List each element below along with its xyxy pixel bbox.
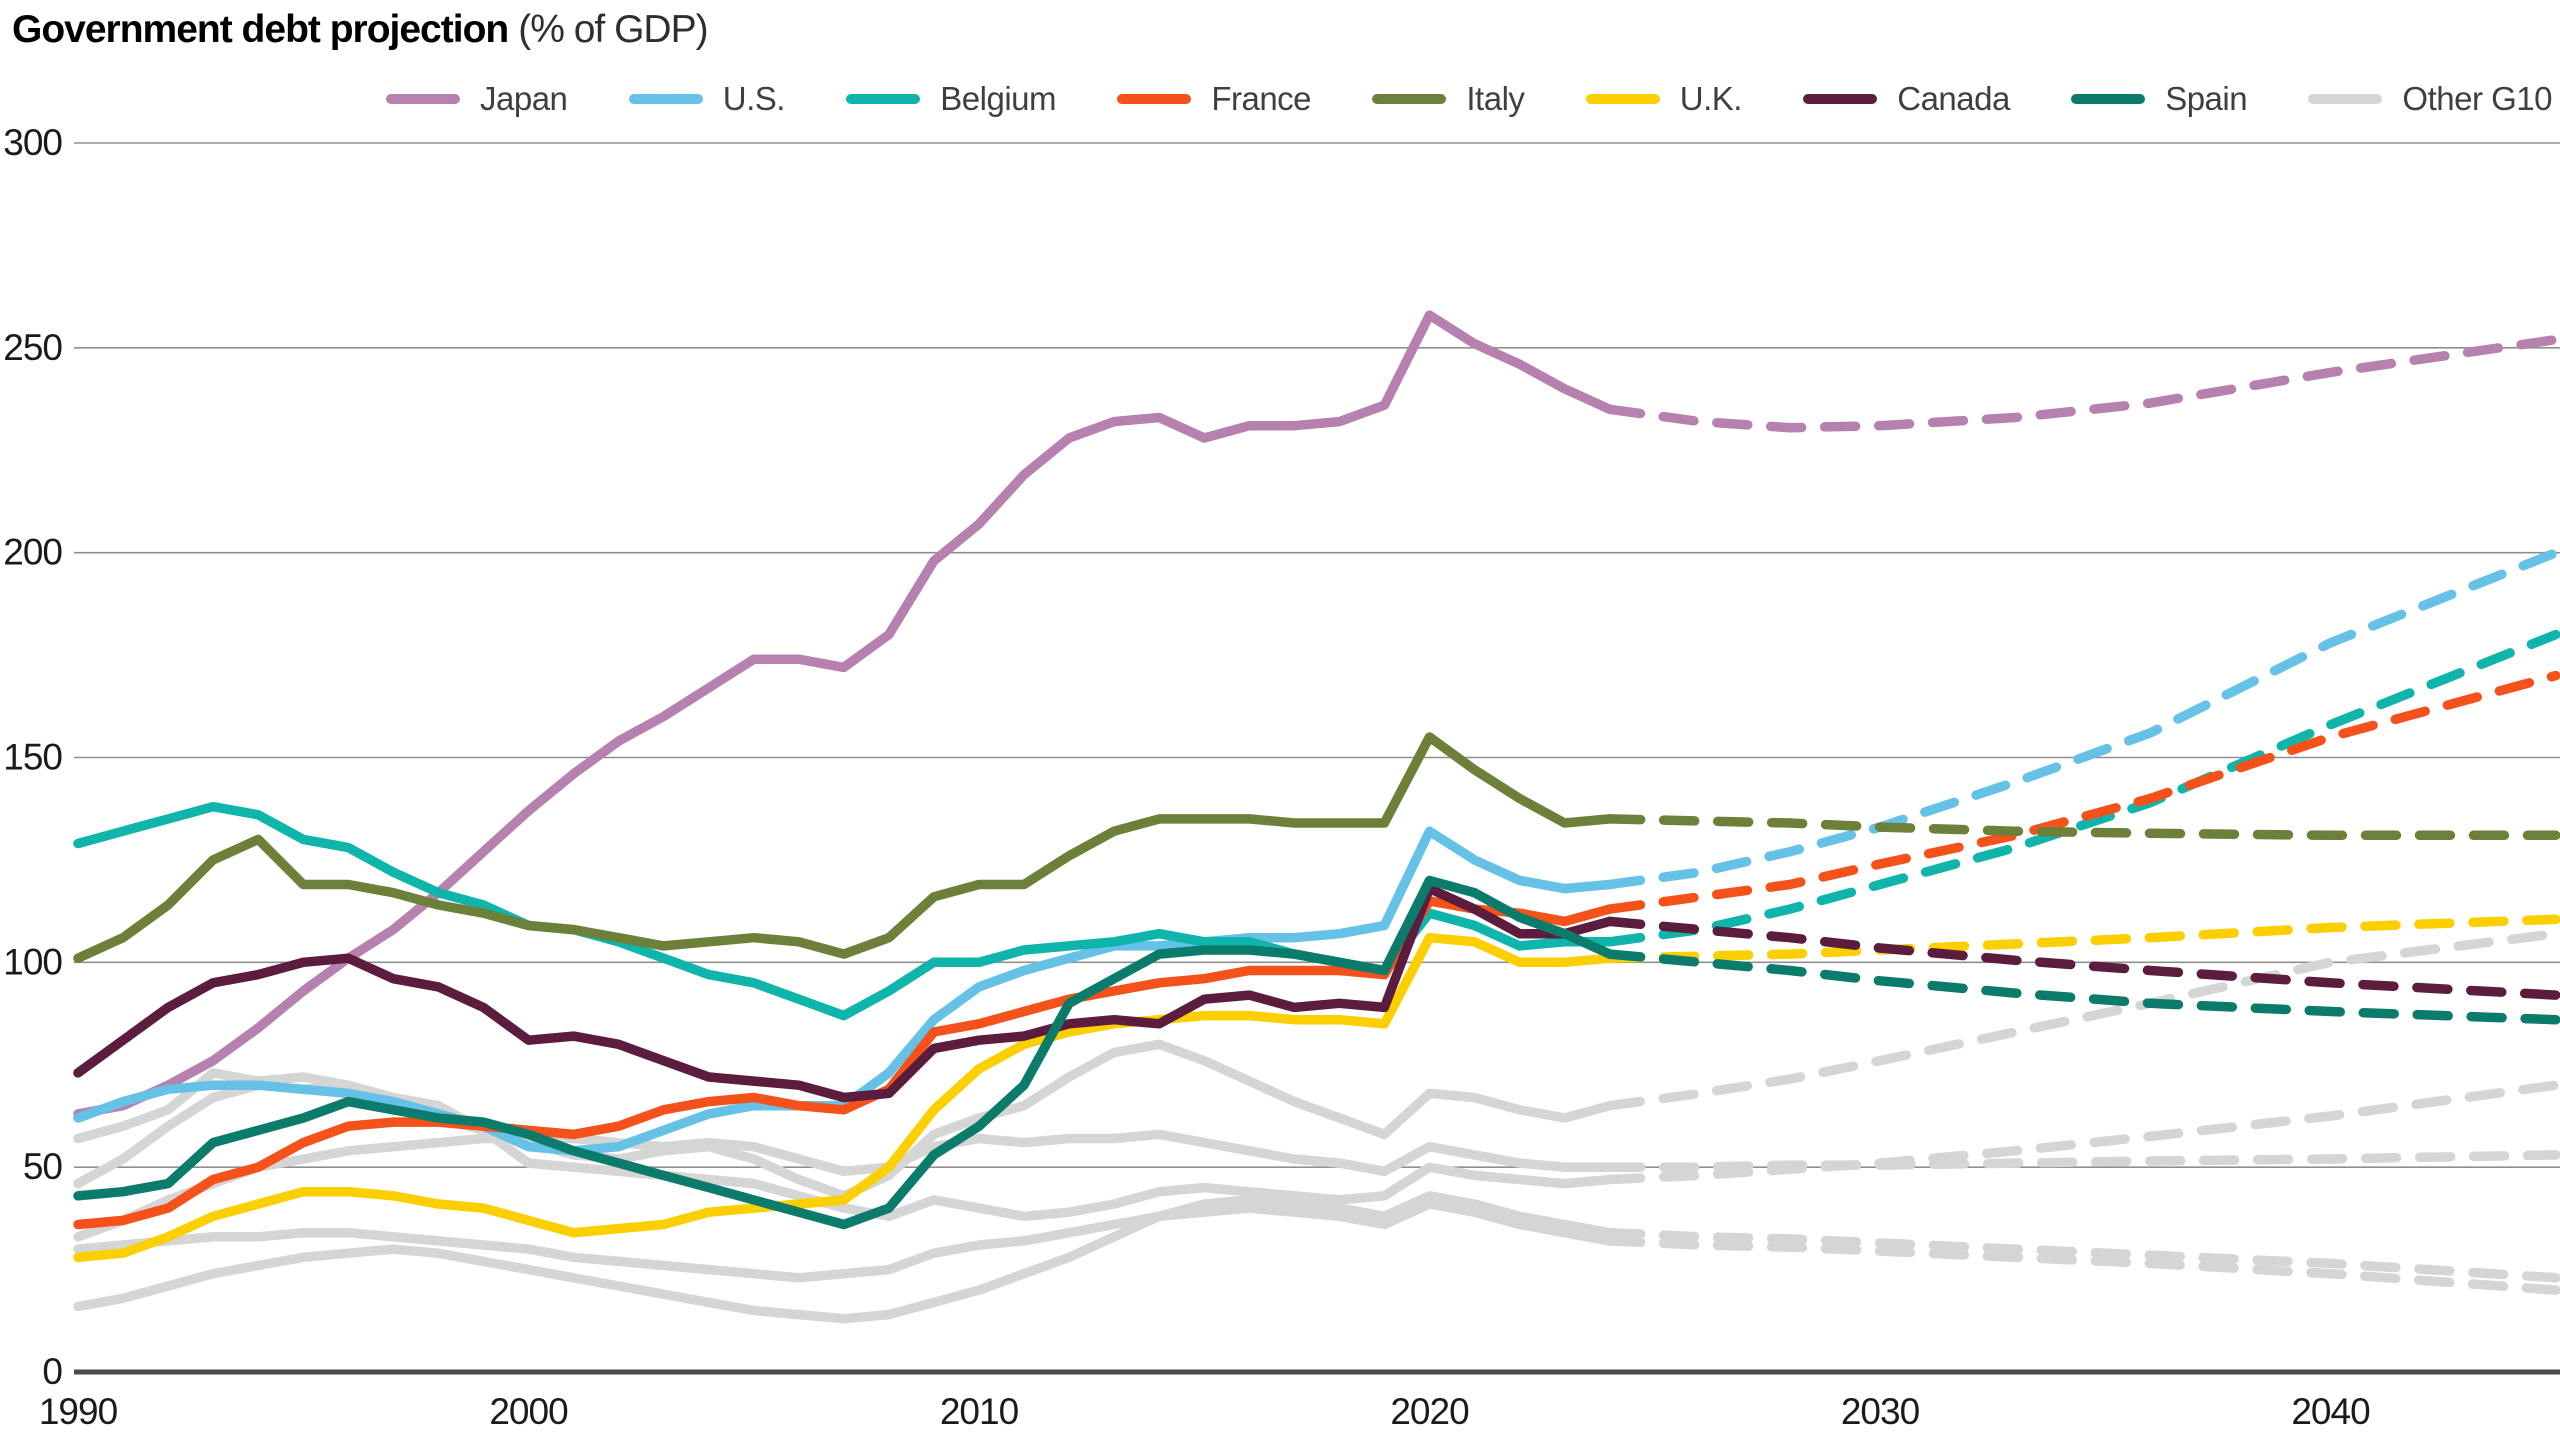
legend-swatch-belgium bbox=[846, 94, 921, 104]
y-tick-label-150: 150 bbox=[3, 736, 62, 777]
legend-label-u-k: U.K. bbox=[1679, 80, 1743, 117]
series-line-otherg10d bbox=[73, 1191, 1615, 1324]
series-line-japan bbox=[73, 310, 1615, 1119]
legend-label-belgium: Belgium bbox=[940, 80, 1056, 117]
legend-label-italy: Italy bbox=[1466, 80, 1525, 117]
y-tick-label-100: 100 bbox=[3, 941, 62, 982]
y-tick-label-250: 250 bbox=[3, 327, 62, 368]
x-tick-label-2010: 2010 bbox=[940, 1391, 1019, 1432]
series-projection-otherg10e bbox=[1604, 1236, 2560, 1295]
x-tick-label-2000: 2000 bbox=[489, 1391, 568, 1432]
y-tick-label-50: 50 bbox=[23, 1146, 63, 1187]
legend-item-italy: Italy bbox=[1372, 80, 1525, 118]
chart-title-units: (% of GDP) bbox=[518, 8, 708, 51]
legend-swatch-u-s bbox=[628, 94, 703, 104]
series-line-otherg10c bbox=[73, 1129, 1615, 1242]
legend-label-japan: Japan bbox=[480, 80, 568, 117]
legend-swatch-u-k bbox=[1585, 94, 1660, 104]
legend-item-canada: Canada bbox=[1803, 80, 2010, 118]
series-projection-canada bbox=[1604, 916, 2560, 1000]
legend-label-spain: Spain bbox=[2165, 80, 2248, 117]
y-tick-label-200: 200 bbox=[3, 532, 62, 573]
series-line-uk bbox=[73, 932, 1615, 1263]
x-tick-label-1990: 1990 bbox=[39, 1391, 118, 1432]
legend-swatch-spain bbox=[2071, 94, 2146, 104]
legend-label-u-s: U.S. bbox=[722, 80, 786, 117]
series-projection-us bbox=[1604, 547, 2560, 890]
legend-swatch-japan bbox=[386, 94, 460, 104]
legend-swatch-canada bbox=[1803, 94, 1878, 104]
series-projection-uk bbox=[1604, 914, 2560, 963]
series-projection-belgium bbox=[1604, 629, 2560, 947]
x-tick-label-2020: 2020 bbox=[1390, 1391, 1469, 1432]
legend-label-france: France bbox=[1211, 80, 1312, 117]
legend-item-u-k: U.K. bbox=[1585, 80, 1743, 118]
page-title: Government debt projection (% of GDP) bbox=[12, 8, 709, 52]
legend-item-france: France bbox=[1117, 80, 1312, 118]
series-line-france bbox=[73, 896, 1615, 1230]
chart-legend: Japan U.S. Belgium France Italy U.K. Canada Spa… bbox=[386, 80, 2552, 118]
legend-item-belgium: Belgium bbox=[846, 80, 1056, 118]
series-projection-otherg10a bbox=[1604, 928, 2560, 1111]
legend-label-canada: Canada bbox=[1897, 80, 2010, 117]
x-tick-label-2040: 2040 bbox=[2291, 1391, 2370, 1432]
series-projection-otherg10b bbox=[1604, 1080, 2560, 1185]
legend-item-u-s: U.S. bbox=[628, 80, 786, 118]
series-line-canada bbox=[73, 883, 1615, 1103]
series-projection-spain bbox=[1604, 949, 2560, 1025]
legend-swatch-italy bbox=[1372, 94, 1447, 104]
x-tick-label-2030: 2030 bbox=[1841, 1391, 1920, 1432]
legend-item-japan: Japan bbox=[386, 80, 568, 118]
series-projection-france bbox=[1604, 670, 2560, 914]
legend-item-other-g10: Other G10 bbox=[2308, 80, 2552, 118]
y-tick-label-0: 0 bbox=[42, 1351, 62, 1392]
chart-title: Government debt projection bbox=[12, 8, 509, 51]
legend-item-spain: Spain bbox=[2071, 80, 2248, 118]
series-projection-otherg10c bbox=[1604, 1150, 2560, 1172]
series-projection-japan bbox=[1604, 334, 2560, 433]
legend-swatch-france bbox=[1117, 94, 1192, 104]
legend-label-other-g10: Other G10 bbox=[2402, 80, 2552, 117]
legend-swatch-other-g10 bbox=[2308, 94, 2383, 104]
series-line-otherg10e bbox=[73, 1199, 1615, 1283]
series-line-otherg10b bbox=[73, 1080, 1615, 1222]
y-tick-label-300: 300 bbox=[3, 122, 62, 163]
series-line-italy bbox=[73, 732, 1615, 963]
series-projection-otherg10d bbox=[1604, 1227, 2560, 1283]
series-line-spain bbox=[73, 875, 1615, 1230]
series-projection-italy bbox=[1604, 814, 2560, 841]
